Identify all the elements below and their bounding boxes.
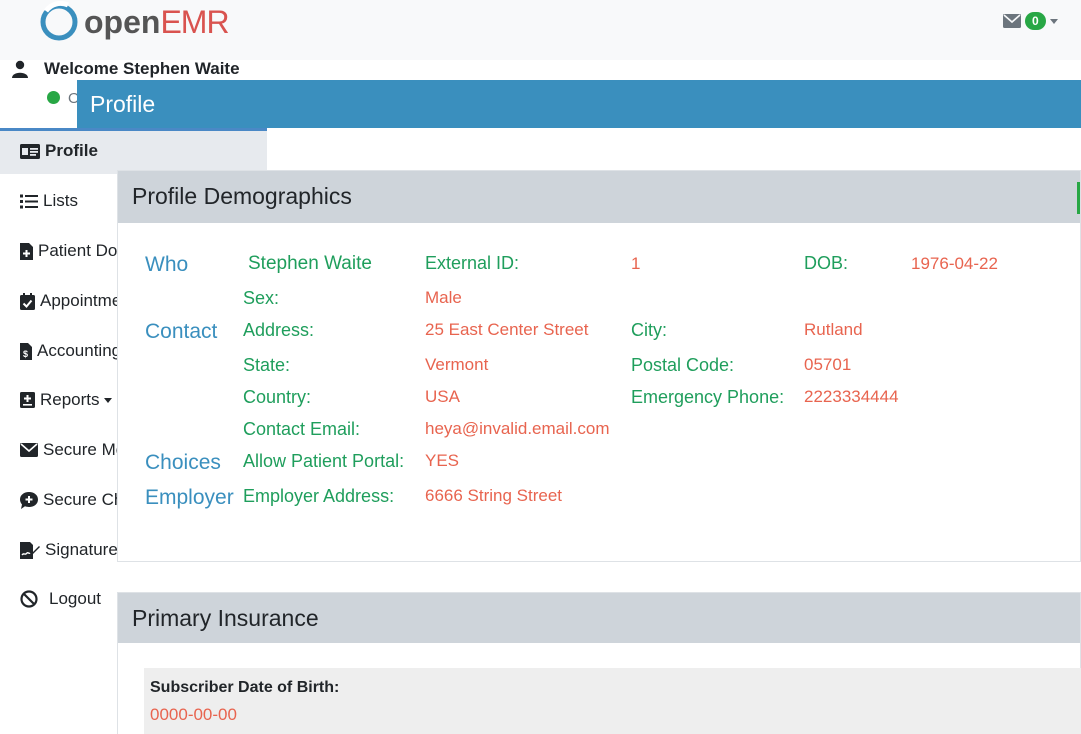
chevron-down-icon [103, 397, 112, 403]
sex-label: Sex: [243, 288, 280, 308]
subscriber-dob-label: Subscriber Date of Birth: [150, 679, 340, 696]
sidebar-item-profile[interactable]: Profile [20, 141, 98, 161]
message-count-badge: 0 [1025, 12, 1046, 30]
id-card-icon [20, 143, 40, 159]
demographics-panel-header[interactable]: Profile Demographics [118, 171, 1080, 223]
address-value: 25 East Center Street [425, 320, 589, 339]
ban-icon [20, 590, 38, 608]
file-signature-icon [20, 541, 40, 559]
top-navbar: openEMR 0 [0, 0, 1081, 60]
sidebar-item-label: Lists [43, 191, 78, 210]
state-label: State: [243, 355, 291, 375]
svg-text:$: $ [23, 349, 28, 359]
country-label: Country: [243, 387, 312, 407]
country-value: USA [425, 387, 460, 406]
page-header-bar: Profile [77, 80, 1081, 128]
group-employer: Employer [145, 486, 234, 509]
file-medical-icon [20, 242, 33, 260]
insurance-panel-header[interactable]: Primary Insurance [118, 593, 1080, 643]
city-label: City: [631, 320, 667, 340]
sidebar-item-label: Accountings [37, 341, 130, 360]
address-label: Address: [243, 320, 315, 340]
postal-code-value: 05701 [804, 355, 852, 374]
sidebar-item-label: Reports [40, 390, 100, 409]
contact-email-value: heya@invalid.email.com [425, 419, 610, 438]
welcome-text: Welcome Stephen Waite [44, 59, 240, 78]
external-id-label: External ID: [425, 253, 520, 273]
sidebar-item-label: Logout [49, 589, 101, 608]
online-status-dot [47, 91, 60, 104]
file-medical-alt-icon [20, 392, 35, 408]
online-status-text: O [68, 90, 80, 107]
subscriber-dob-value: 0000-00-00 [150, 705, 237, 724]
chevron-down-icon [1049, 18, 1058, 24]
sidebar-active-highlight [0, 128, 267, 174]
employer-address-label: Employer Address: [243, 486, 395, 506]
emergency-phone-value: 2223334444 [804, 387, 899, 406]
envelope-icon [20, 443, 38, 457]
group-choices: Choices [145, 451, 221, 474]
subscriber-dob-box: Subscriber Date of Birth: 0000-00-00 [144, 668, 1081, 734]
employer-address-value: 6666 String Street [425, 486, 563, 505]
file-invoice-dollar-icon: $ [20, 342, 32, 360]
allow-portal-value: YES [425, 451, 460, 470]
user-welcome: Welcome Stephen Waite [12, 58, 240, 80]
messages-dropdown[interactable]: 0 [1003, 12, 1058, 30]
postal-code-label: Postal Code: [631, 355, 735, 375]
allow-portal-label: Allow Patient Portal: [243, 451, 405, 471]
demographics-panel: Profile Demographics [117, 170, 1081, 562]
user-icon [12, 60, 28, 78]
sidebar-item-logout[interactable]: Logout [20, 589, 101, 609]
logo-text-open: open [84, 4, 161, 40]
city-value: Rutland [804, 320, 863, 339]
insurance-panel-title: Primary Insurance [132, 605, 319, 631]
openemr-logo[interactable]: openEMR [38, 0, 230, 44]
envelope-icon [1003, 14, 1021, 28]
dob-value: 1976-04-22 [911, 254, 998, 273]
contact-email-label: Contact Email: [243, 419, 361, 439]
group-contact: Contact [145, 320, 218, 343]
sidebar-item-secure-chat[interactable]: Secure Chat [20, 490, 138, 510]
sidebar-item-label: Appointment [40, 291, 136, 310]
external-id-value: 1 [631, 254, 641, 273]
state-value: Vermont [425, 355, 489, 374]
page-title: Profile [90, 91, 156, 117]
calendar-check-icon [20, 292, 35, 310]
sidebar-item-label: Secure Chat [43, 490, 138, 509]
list-icon [20, 194, 38, 208]
patient-name: Stephen Waite [248, 253, 372, 274]
comment-medical-icon [20, 491, 38, 509]
sidebar-item-lists[interactable]: Lists [20, 191, 78, 211]
sex-value: Male [425, 288, 462, 307]
demographics-panel-title: Profile Demographics [132, 183, 352, 209]
group-who: Who [145, 253, 189, 276]
emergency-phone-label: Emergency Phone: [631, 387, 785, 407]
sidebar-item-label: Profile [45, 141, 98, 160]
sidebar-item-reports[interactable]: Reports [20, 390, 112, 410]
logo-text-emr: EMR [160, 4, 229, 40]
openemr-logo-mark [40, 1, 78, 41]
sidebar-item-appointment[interactable]: Appointment [20, 291, 135, 311]
dob-label: DOB: [804, 253, 849, 273]
panel-accent [1077, 182, 1080, 214]
